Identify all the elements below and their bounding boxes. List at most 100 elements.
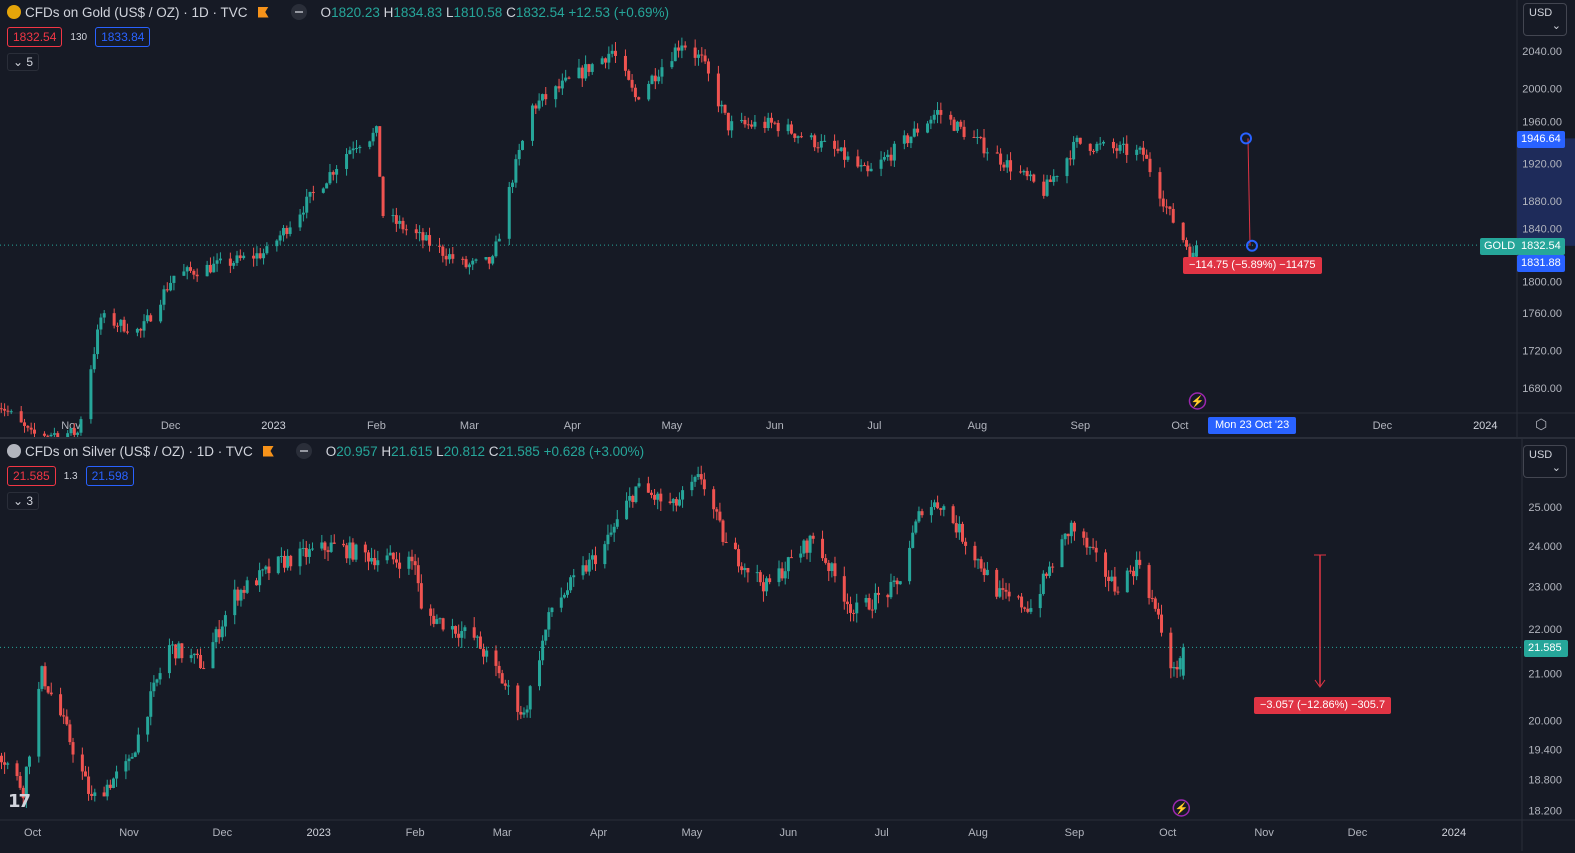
- price-tick-label: 18.800: [1528, 774, 1562, 786]
- candle: [374, 125, 378, 137]
- candle: [1153, 596, 1157, 612]
- candle: [587, 63, 591, 77]
- collapse-icon[interactable]: [295, 443, 312, 459]
- collapse-icon[interactable]: [290, 4, 307, 20]
- candle: [606, 524, 610, 551]
- flag-icon[interactable]: [257, 6, 269, 18]
- candle: [625, 492, 629, 520]
- candle: [813, 133, 817, 152]
- flag-icon[interactable]: [262, 445, 274, 457]
- candle: [1041, 570, 1045, 596]
- candle: [66, 430, 70, 437]
- candle: [985, 147, 989, 161]
- candle: [932, 109, 936, 124]
- candle: [600, 56, 604, 65]
- candle: [1044, 572, 1048, 579]
- candle: [683, 41, 687, 51]
- candle: [416, 557, 420, 592]
- pane-separator[interactable]: [0, 437, 1575, 439]
- candle: [670, 52, 674, 70]
- candle: [401, 217, 405, 234]
- gold-chart-pane[interactable]: 2040.00 2000.00 1960.00 1920.00 1880.00 1840.…: [0, 0, 1575, 437]
- candle: [438, 237, 442, 254]
- candle: [577, 58, 581, 79]
- buy-price-button[interactable]: 1833.84: [95, 27, 151, 47]
- candle: [1063, 533, 1067, 546]
- candle: [482, 643, 486, 665]
- candle: [238, 249, 242, 261]
- silver-chart-canvas[interactable]: 25.000 24.000 23.000 22.000 21.000 20.000 19.4…: [0, 439, 1575, 851]
- candle: [917, 506, 921, 524]
- candle: [557, 78, 561, 93]
- candle: [1104, 549, 1108, 587]
- candle: [699, 465, 703, 485]
- candle: [668, 492, 672, 505]
- sell-price-button[interactable]: 21.585: [7, 466, 56, 486]
- tradingview-logo[interactable]: 17: [8, 791, 31, 812]
- time-tick-label: Sep: [1070, 420, 1090, 432]
- indicators-toggle[interactable]: ⌄ 3: [7, 492, 40, 510]
- price-tick-label: 22.000: [1528, 624, 1562, 636]
- candle: [1161, 190, 1165, 213]
- candle: [613, 41, 617, 64]
- candle: [580, 65, 584, 87]
- indicators-toggle[interactable]: ⌄ 5: [7, 53, 40, 71]
- silver-chart-pane[interactable]: 25.000 24.000 23.000 22.000 21.000 20.000 19.4…: [0, 439, 1575, 851]
- candle: [839, 147, 843, 152]
- candle: [388, 545, 392, 556]
- candle: [394, 207, 398, 232]
- candle: [892, 575, 896, 587]
- time-tick-label: Apr: [564, 420, 581, 432]
- candle: [525, 705, 529, 718]
- candle: [793, 133, 797, 143]
- settings-icon[interactable]: ⬡: [1535, 416, 1548, 432]
- currency-select[interactable]: USD ⌄: [1523, 445, 1567, 478]
- candle: [155, 678, 159, 687]
- buy-price-button[interactable]: 21.598: [85, 466, 135, 486]
- candle: [310, 542, 314, 551]
- candle: [628, 487, 632, 508]
- sell-price-button[interactable]: 1832.54: [7, 27, 63, 47]
- candle: [537, 93, 541, 111]
- candle: [541, 635, 545, 666]
- gold-ohlc: O1820.23 H1834.83 L1810.58 C1832.54 +12.…: [320, 4, 669, 20]
- candle: [590, 62, 594, 75]
- candle: [56, 431, 60, 437]
- candle: [559, 587, 563, 613]
- candle: [18, 772, 22, 790]
- candle: [816, 141, 820, 153]
- candle: [239, 588, 243, 607]
- candle: [673, 43, 677, 62]
- candle: [494, 235, 498, 258]
- candle: [26, 425, 30, 432]
- candle: [185, 265, 189, 280]
- candle: [637, 477, 641, 489]
- time-tick-label: 2024: [1442, 827, 1466, 839]
- candle: [572, 568, 576, 587]
- candle: [130, 753, 134, 759]
- candle: [892, 141, 896, 167]
- gold-chart-canvas[interactable]: 2040.00 2000.00 1960.00 1920.00 1880.00 1840.…: [0, 0, 1575, 437]
- last-price-label: 1832.54: [1517, 238, 1565, 255]
- candle: [286, 549, 290, 571]
- candle: [307, 543, 311, 564]
- candle: [1001, 578, 1005, 600]
- candle: [646, 476, 650, 493]
- lightning-icon-glyph: ⚡: [1174, 802, 1188, 815]
- candle: [1066, 533, 1070, 545]
- candle: [264, 565, 268, 575]
- candle: [671, 498, 675, 512]
- candle: [566, 582, 570, 598]
- candle: [789, 120, 793, 135]
- silver-title[interactable]: CFDs on Silver (US$ / OZ) · 1D · TVC: [25, 443, 253, 459]
- currency-select[interactable]: USD ⌄: [1523, 3, 1567, 36]
- gold-title[interactable]: CFDs on Gold (US$ / OZ) · 1D · TVC: [25, 4, 248, 20]
- candle: [218, 252, 222, 264]
- candle: [870, 599, 874, 619]
- candle: [105, 779, 109, 801]
- candle: [567, 76, 571, 80]
- candle: [276, 556, 280, 575]
- candle: [612, 522, 616, 542]
- candle: [242, 585, 246, 600]
- candle: [1191, 246, 1195, 259]
